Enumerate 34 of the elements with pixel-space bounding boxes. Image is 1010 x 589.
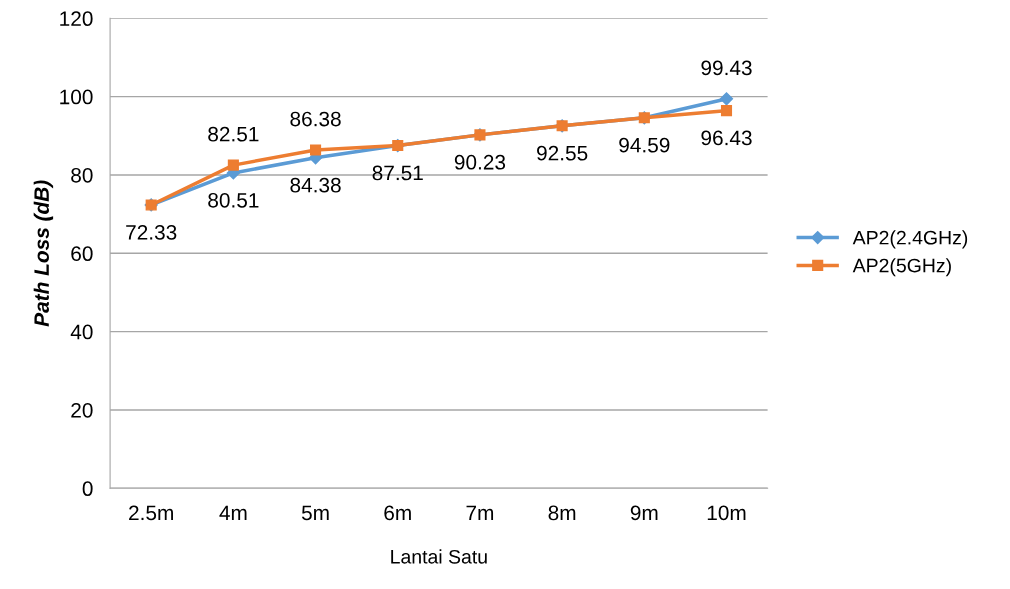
y-tick-label: 100 [60,89,93,105]
y-tick-label: 120 [60,11,93,27]
x-tick-label: 10m [707,505,746,521]
x-tick-label: 5m [301,505,329,521]
data-label: 82.51 [208,126,259,142]
y-tick-label: 40 [70,324,93,340]
point [227,159,239,171]
x-tick-label: 4m [219,505,247,521]
point [720,105,733,117]
x-tick-label: 2.5m [129,505,173,521]
point [719,92,734,106]
x-tick-label: 7m [466,505,494,521]
data-label: 86.38 [290,111,341,127]
y-tick-label: 20 [71,402,93,418]
data-label: 92.55 [537,145,588,161]
legend-label: AP2(5GHz) [852,258,951,277]
data-label: 72.33 [126,224,177,240]
y-tick-label: 0 [82,481,93,497]
x-tick-label: 6m [384,505,411,521]
legend-label: AP2(2.4GHz) [852,230,968,249]
x-axis-title: Lantai Satu [391,549,487,564]
y-axis-title: Path Loss (dB) [33,180,54,327]
data-label: 94.59 [619,137,670,153]
data-label: 87.51 [372,165,423,181]
data-label: 90.23 [454,154,506,170]
point [310,144,322,156]
data-label: 84.38 [290,177,341,193]
data-label: 99.43 [701,60,752,76]
x-tick-label: 8m [548,505,576,521]
data-label: 80.51 [208,192,259,208]
y-tick-label: 60 [71,246,93,262]
x-tick-label: 9m [630,505,658,521]
data-label: 96.43 [701,130,752,146]
y-tick-label: 80 [71,167,93,183]
